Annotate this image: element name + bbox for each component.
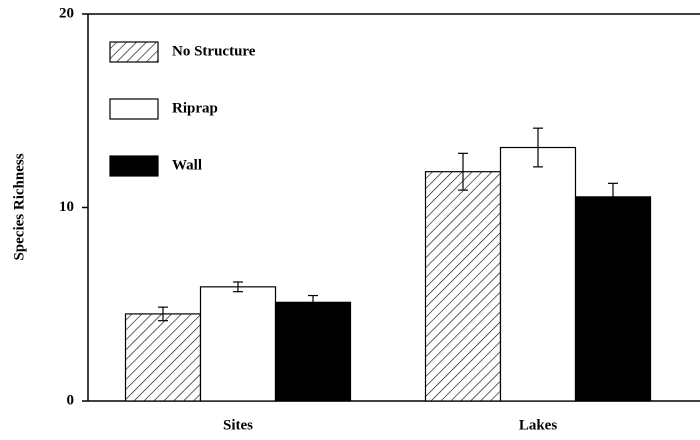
x-tick-label: Sites bbox=[223, 417, 253, 433]
error-bar bbox=[308, 294, 318, 310]
legend-swatch bbox=[109, 155, 159, 177]
bar bbox=[124, 313, 202, 402]
error-bar bbox=[158, 306, 168, 322]
legend-swatch bbox=[109, 41, 159, 63]
error-bar bbox=[608, 182, 618, 212]
y-axis-label: Species Richness bbox=[11, 153, 27, 260]
bar bbox=[574, 196, 652, 402]
bar bbox=[199, 286, 277, 402]
y-tick-label: 0 bbox=[67, 392, 75, 408]
bar bbox=[499, 146, 577, 402]
y-tick-label: 10 bbox=[59, 199, 74, 215]
legend-label: Riprap bbox=[172, 100, 218, 116]
legend-swatch bbox=[109, 98, 159, 120]
legend-label: No Structure bbox=[172, 43, 256, 59]
bar bbox=[424, 171, 502, 402]
error-bar bbox=[233, 281, 243, 293]
error-bar bbox=[533, 127, 543, 168]
legend-label: Wall bbox=[172, 157, 202, 173]
y-tick-label: 20 bbox=[59, 5, 74, 21]
error-bar bbox=[458, 152, 468, 191]
bar bbox=[274, 301, 352, 402]
x-tick-label: Lakes bbox=[519, 417, 558, 433]
